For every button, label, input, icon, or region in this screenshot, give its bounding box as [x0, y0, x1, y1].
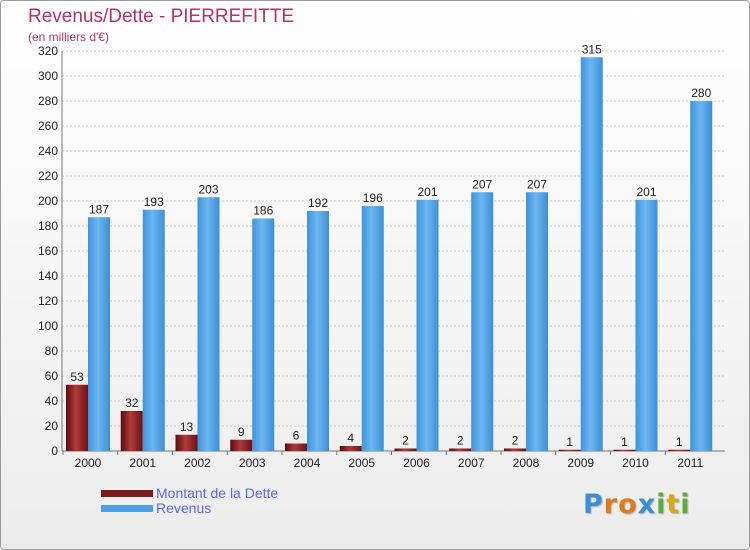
x-tick-label: 2011	[677, 456, 703, 470]
bar-value-label: 207	[527, 177, 547, 191]
y-tick-label: 100	[38, 319, 58, 333]
bar-value-label: 203	[198, 182, 218, 196]
y-tick-label: 200	[38, 194, 58, 208]
x-tick-label: 2008	[513, 456, 540, 470]
bar-dette	[613, 449, 636, 451]
bar-value-label: 53	[70, 370, 84, 384]
bar-dette	[449, 448, 472, 451]
x-tick-label: 2004	[294, 456, 321, 470]
bar-value-label: 201	[417, 185, 437, 199]
bar-revenus	[142, 209, 165, 451]
bar-dette	[230, 439, 253, 451]
bar-revenus	[361, 206, 384, 451]
y-tick-label: 0	[51, 444, 58, 458]
y-tick-label: 40	[45, 394, 59, 408]
y-tick-label: 160	[38, 244, 58, 258]
bar-dette	[175, 434, 198, 451]
y-tick-label: 140	[38, 269, 58, 283]
x-tick-label: 2000	[75, 456, 102, 470]
y-tick-label: 320	[38, 44, 58, 58]
bar-value-label: 6	[293, 429, 300, 443]
y-tick-label: 220	[38, 169, 58, 183]
bar-dette	[394, 448, 417, 451]
logo-letter: i	[680, 489, 691, 520]
x-tick-label: 2009	[567, 456, 594, 470]
bar-value-label: 2	[512, 434, 519, 448]
logo-letter: o	[618, 489, 638, 520]
bar-revenus	[690, 101, 713, 451]
logo-letter: t	[666, 489, 681, 520]
bar-dette	[668, 449, 691, 451]
legend-label-revenus: Revenus	[156, 500, 212, 516]
y-tick-label: 80	[45, 344, 59, 358]
bar-value-label: 280	[691, 86, 711, 100]
bar-dette	[66, 384, 88, 451]
bar-value-label: 193	[144, 195, 164, 209]
y-tick-label: 240	[38, 144, 58, 158]
bar-dette	[285, 443, 307, 451]
bar-value-label: 201	[636, 185, 656, 199]
logo-letter: r	[603, 489, 619, 520]
x-tick-label: 2006	[403, 456, 430, 470]
y-tick-label: 260	[38, 119, 58, 133]
bar-dette	[558, 449, 581, 451]
bar-value-label: 207	[472, 177, 492, 191]
x-tick-label: 2010	[622, 456, 649, 470]
bar-value-label: 196	[363, 191, 383, 205]
bar-dette	[504, 448, 526, 451]
y-tick-label: 120	[38, 294, 58, 308]
x-tick-label: 2002	[184, 456, 211, 470]
proxiti-logo: Proxiti	[583, 489, 691, 520]
y-tick-label: 280	[38, 94, 58, 108]
bar-revenus	[307, 211, 329, 451]
bar-revenus	[88, 217, 110, 451]
bar-value-label: 315	[582, 42, 602, 56]
bar-value-label: 192	[308, 196, 328, 210]
y-tick-label: 20	[45, 419, 59, 433]
x-tick-label: 2003	[239, 456, 266, 470]
bar-value-label: 13	[180, 420, 194, 434]
chart-subtitle: (en milliers d'€)	[28, 30, 109, 44]
bar-revenus	[635, 199, 658, 451]
y-tick-label: 300	[38, 69, 58, 83]
bar-revenus	[526, 192, 548, 451]
bar-value-label: 4	[347, 431, 354, 445]
bar-value-label: 1	[621, 435, 628, 449]
x-tick-label: 2007	[458, 456, 485, 470]
logo-letter: i	[656, 489, 667, 520]
logo-letter: P	[583, 489, 604, 520]
y-tick-label: 60	[45, 369, 59, 383]
bar-dette	[339, 446, 362, 451]
bar-value-label: 1	[676, 435, 683, 449]
bar-value-label: 2	[402, 434, 409, 448]
x-tick-label: 2001	[129, 456, 156, 470]
bar-revenus	[580, 57, 603, 451]
legend-swatch-dette	[101, 490, 153, 497]
y-tick-label: 180	[38, 219, 58, 233]
bar-value-label: 9	[238, 425, 245, 439]
logo-letter: x	[637, 489, 657, 520]
legend-swatch-revenus	[101, 505, 153, 512]
legend-label-dette: Montant de la Dette	[156, 485, 279, 501]
bar-dette	[120, 411, 143, 451]
bar-value-label: 1	[566, 435, 573, 449]
chart-title: Revenus/Dette - PIERREFITTE	[28, 6, 295, 27]
bar-revenus	[416, 199, 439, 451]
bar-value-label: 32	[125, 396, 139, 410]
bar-revenus	[252, 218, 275, 451]
bar-value-label: 187	[89, 202, 109, 216]
bar-revenus	[471, 192, 494, 451]
bar-revenus	[197, 197, 220, 451]
bar-value-label: 2	[457, 434, 464, 448]
bar-value-label: 186	[253, 204, 273, 218]
x-tick-label: 2005	[348, 456, 375, 470]
